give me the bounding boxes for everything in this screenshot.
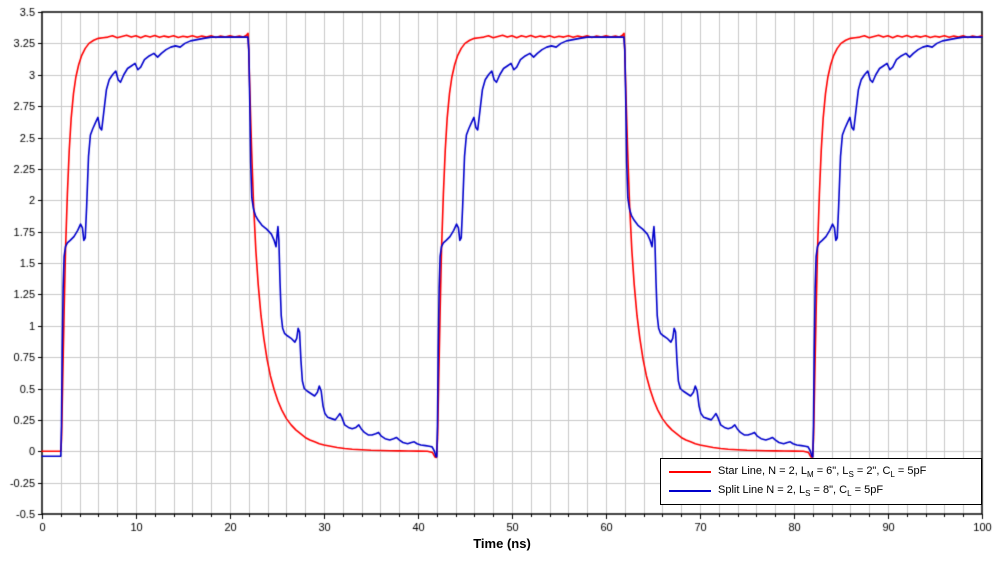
legend-label-star-line: Star Line, N = 2, LM = 6", LS = 2", CL =… — [718, 465, 927, 480]
star-line-swatch — [669, 471, 711, 474]
legend-label-split-line: Split Line N = 2, LS = 8", CL = 5pF — [718, 483, 884, 498]
x-axis-label: Time (ns) — [473, 536, 531, 551]
legend-item-star-line: Star Line, N = 2, LM = 6", LS = 2", CL =… — [661, 465, 981, 479]
split-line-swatch — [669, 489, 711, 492]
legend: Star Line, N = 2, LM = 6", LS = 2", CL =… — [660, 458, 982, 505]
legend-item-split-line: Split Line N = 2, LS = 8", CL = 5pF — [661, 484, 981, 498]
